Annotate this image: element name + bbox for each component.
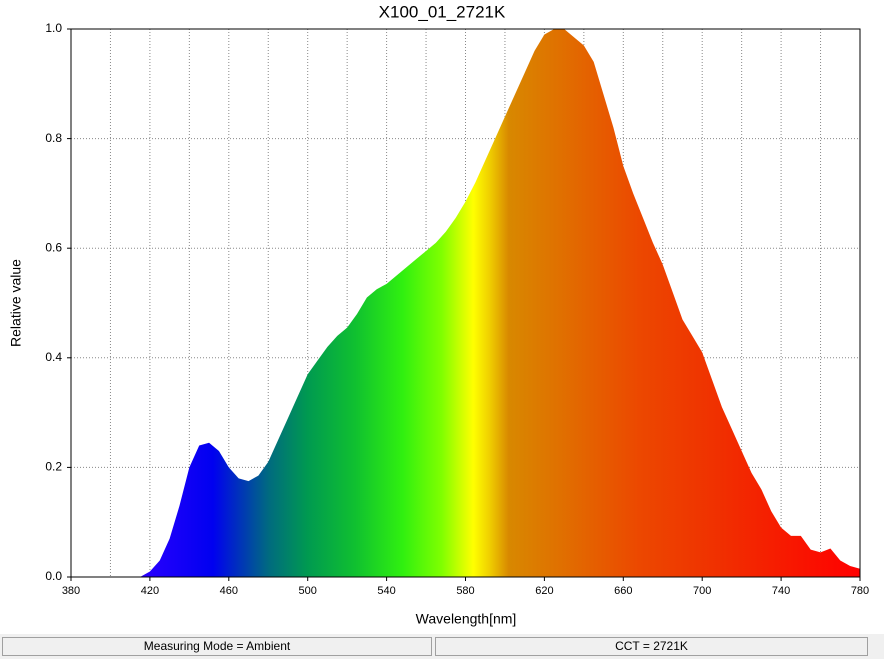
- x-tick-label: 540: [377, 585, 395, 597]
- chart: X100_01_2721K Wavelength[nm] Relative va…: [8, 2, 869, 627]
- x-tick-label: 580: [456, 585, 474, 597]
- x-tick-label: 500: [299, 585, 317, 597]
- y-tick-label: 1.0: [45, 21, 62, 35]
- y-tick-label: 0.8: [45, 131, 62, 145]
- x-axis-title: Wavelength[nm]: [416, 611, 517, 627]
- y-axis-title: Relative value: [8, 259, 24, 347]
- y-tick-label: 0.0: [45, 569, 62, 583]
- x-tick-label: 700: [693, 585, 711, 597]
- y-tick-label: 0.2: [45, 460, 62, 474]
- y-tick-label: 0.6: [45, 240, 62, 254]
- x-tick-label: 740: [772, 585, 790, 597]
- x-tick-label: 780: [851, 585, 869, 597]
- status-cct: CCT = 2721K: [435, 637, 868, 656]
- x-tick-label: 380: [62, 585, 80, 597]
- plot: [140, 29, 861, 577]
- x-tick-label: 660: [614, 585, 632, 597]
- x-tick-label: 620: [535, 585, 553, 597]
- x-tick-label: 460: [220, 585, 238, 597]
- x-tick-label: 420: [141, 585, 159, 597]
- chart-title: X100_01_2721K: [379, 2, 506, 21]
- status-bar: Measuring Mode = Ambient CCT = 2721K: [0, 634, 884, 659]
- y-tick-label: 0.4: [45, 350, 62, 364]
- spectrum-area: [140, 29, 861, 577]
- status-mode: Measuring Mode = Ambient: [2, 637, 432, 656]
